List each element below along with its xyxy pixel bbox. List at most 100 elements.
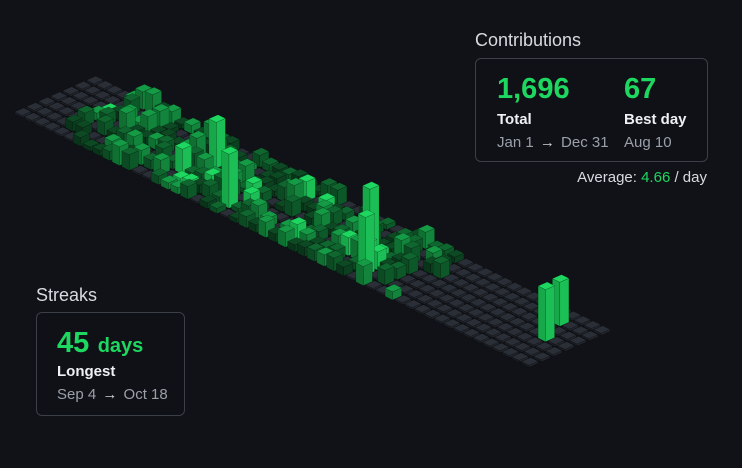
contribution-cell-active (357, 209, 376, 218)
contribution-cell-active (144, 86, 163, 96)
contribution-cell-empty (425, 299, 444, 308)
contribution-cell-empty (508, 317, 526, 326)
contribution-cell-active (284, 194, 302, 203)
contribution-cell-active (196, 152, 214, 161)
contribution-cell-empty (473, 277, 492, 287)
contribution-cell-empty (559, 331, 577, 340)
contribution-cell-empty (59, 96, 78, 105)
contribution-cell-active (104, 133, 122, 142)
contribution-cell-empty (43, 122, 61, 131)
contribution-cell-active (446, 249, 465, 258)
contribution-cell-empty (394, 294, 412, 304)
total-label: Total (497, 111, 532, 128)
contribution-cell-active (551, 274, 570, 283)
total-range: Jan 1 → Dec 31 (497, 134, 609, 151)
contribution-cell-empty (472, 333, 490, 342)
contribution-cell-empty (57, 106, 76, 115)
contribution-cell-active (286, 177, 304, 186)
contribution-cell-empty (413, 304, 432, 313)
contribution-cell-active (537, 281, 556, 290)
contribution-cell-empty (471, 288, 490, 297)
contribution-cell-empty (423, 309, 442, 318)
contribution-cell-empty (105, 85, 124, 94)
contribution-cell-active (74, 119, 93, 128)
average-per-day: Average: 4.66 / day (577, 169, 707, 186)
contribution-cell-active (316, 246, 334, 256)
contribution-cell-empty (131, 165, 149, 174)
contribution-cell-empty (430, 278, 448, 288)
contribution-cell-empty (501, 347, 520, 356)
contribution-cell-empty (486, 317, 505, 327)
contribution-cell-empty (493, 287, 511, 296)
contribution-cell-empty (474, 323, 493, 332)
contribution-cell-empty (569, 336, 587, 345)
contribution-cell-empty (561, 321, 580, 330)
contribution-cell-active (147, 131, 166, 140)
contribution-cell-active (403, 240, 421, 249)
longest-streak-value: 45 (57, 327, 90, 359)
contribution-cell-active (228, 149, 239, 209)
contribution-cell-empty (53, 126, 71, 136)
contribution-cell-empty (455, 313, 473, 322)
contribution-cell-empty (533, 351, 551, 361)
contribution-cell-empty (23, 112, 42, 121)
contribution-cell-empty (464, 318, 483, 327)
contribution-cell-empty (581, 330, 599, 339)
contribution-cell-empty (416, 294, 434, 303)
contribution-cell-empty (593, 325, 611, 334)
contribution-cell-empty (456, 258, 475, 267)
contribution-cell-empty (447, 298, 466, 307)
contribution-cell-empty (95, 80, 114, 89)
contribution-cell-empty (62, 86, 80, 95)
streak-start: Sep 4 (57, 386, 97, 403)
contribution-cell-empty (440, 283, 458, 292)
contribution-cell-active (328, 242, 346, 251)
contribution-cell-active (559, 277, 570, 327)
contribution-cell-empty (518, 322, 536, 331)
streaks-title: Streaks (36, 285, 98, 305)
contribution-cell-empty (462, 328, 481, 337)
contribution-cell-active (269, 170, 287, 179)
contribution-cell-active (355, 262, 364, 287)
contribution-cell-empty (512, 297, 531, 306)
arrow-right-icon: → (102, 386, 118, 403)
contribution-cell-active (377, 262, 395, 271)
contribution-cell-active (432, 255, 451, 265)
contribution-cell-empty (74, 81, 92, 90)
contribution-cell-empty (81, 96, 100, 105)
contribution-cell-active (77, 105, 95, 114)
contribution-cell-empty (525, 337, 544, 346)
contribution-cell-active (298, 174, 316, 183)
contribution-cell-empty (33, 117, 52, 126)
contribution-cell-active (437, 242, 455, 252)
contribution-cell-empty (571, 325, 589, 335)
contribution-cell-active (160, 175, 178, 184)
contribution-cell-active (122, 93, 141, 102)
contribution-cell-empty (83, 85, 102, 95)
contribution-cell-active (157, 134, 175, 144)
contribution-cell-empty (503, 292, 521, 301)
contribution-cell-empty (583, 320, 601, 329)
contribution-cell-empty (573, 315, 592, 325)
contribution-cell-active (183, 117, 202, 126)
contribution-cell-active (133, 142, 151, 151)
contribution-cell-active (261, 157, 280, 166)
contribution-cell-empty (496, 322, 514, 331)
contribution-cell-empty (71, 91, 90, 100)
contribution-cell-active (152, 103, 170, 112)
contribution-cell-empty (466, 263, 484, 272)
contribution-cell-active (155, 140, 173, 150)
contribution-cell-empty (86, 75, 104, 85)
contribution-cell-active (277, 224, 295, 233)
contribution-cell-empty (14, 107, 32, 116)
total-value: 1,696 (497, 73, 570, 105)
contribution-cell-empty (404, 299, 422, 308)
contribution-cell-active (289, 216, 307, 225)
streaks-card: 45 days Longest Sep 4 → Oct 18 (36, 312, 185, 416)
contribution-cell-empty (481, 292, 499, 302)
contribution-cell-empty (484, 327, 502, 337)
contribution-cell-active (82, 139, 100, 148)
contribution-cell-active (203, 167, 222, 176)
contribution-cell-active (401, 252, 419, 261)
